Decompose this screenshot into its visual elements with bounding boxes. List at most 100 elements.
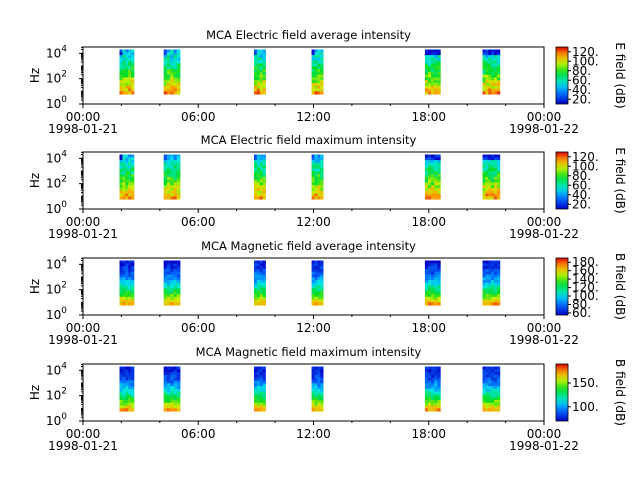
spectrogram-cell — [256, 88, 261, 92]
spectrogram-cell — [485, 57, 489, 62]
spectrogram-cell — [259, 280, 263, 284]
spectrogram-cell — [485, 157, 489, 161]
spectrogram-cell — [482, 60, 486, 64]
spectrogram-cell — [122, 291, 126, 295]
spectrogram-cell — [166, 399, 171, 404]
spectrogram-cell — [314, 372, 318, 376]
spectrogram-cell — [259, 176, 263, 181]
spectrogram-cell — [128, 77, 132, 81]
spectrogram-cell — [424, 263, 429, 267]
spectrogram-cell — [496, 154, 501, 158]
spectrogram-cell — [482, 160, 486, 164]
spectrogram-cell — [122, 285, 126, 289]
spectrogram-cell — [119, 288, 123, 292]
spectrogram-cell — [256, 49, 261, 53]
spectrogram-cell — [122, 274, 126, 278]
spectrogram-cell — [259, 402, 263, 406]
spectrogram-cell — [259, 388, 263, 393]
spectrogram-cell — [163, 302, 168, 306]
spectrogram-cell — [496, 296, 501, 300]
spectrogram-cell — [314, 391, 318, 395]
spectrogram-cell — [437, 285, 441, 289]
spectrogram-cell — [491, 196, 495, 200]
spectrogram-cell — [119, 388, 123, 393]
spectrogram-cell — [424, 88, 429, 92]
spectrogram-cell — [262, 185, 266, 189]
spectrogram-cell — [485, 268, 489, 273]
spectrogram-cell — [259, 80, 263, 84]
spectrogram-cell — [131, 280, 135, 284]
spectrogram-cell — [128, 285, 132, 289]
spectrogram-cell — [173, 288, 178, 292]
spectrogram-cell — [125, 285, 129, 289]
spectrogram-cell — [424, 391, 429, 395]
spectrogram-cell — [424, 288, 429, 292]
spectrogram-cell — [122, 179, 126, 183]
spectrogram-cell — [262, 160, 266, 164]
data-segment — [482, 154, 501, 200]
spectrogram-cell — [314, 374, 318, 379]
colorbar-tick-label: 100. — [572, 400, 599, 414]
spectrogram-cell — [125, 154, 129, 158]
spectrogram-cell — [128, 291, 132, 295]
spectrogram-cell — [431, 165, 435, 169]
spectrogram-cell — [320, 74, 324, 78]
spectrogram-cell — [163, 171, 168, 175]
spectrogram-cell — [122, 388, 126, 393]
spectrogram-cell — [488, 374, 492, 379]
spectrogram-cell — [320, 174, 324, 178]
spectrogram-cell — [119, 187, 123, 192]
spectrogram-cell — [491, 271, 495, 275]
spectrogram-cell — [176, 69, 181, 73]
spectrogram-cell — [437, 49, 441, 53]
spectrogram-cell — [488, 74, 492, 78]
spectrogram-cell — [424, 82, 429, 87]
spectrogram-cell — [314, 71, 318, 76]
spectrogram-cell — [259, 268, 263, 273]
spectrogram-cell — [125, 63, 129, 67]
spectrogram-cell — [119, 80, 123, 84]
spectrogram-cell — [166, 263, 171, 267]
spectrogram-cell — [128, 408, 132, 412]
spectrogram-cell — [320, 285, 324, 289]
spectrogram-cell — [163, 190, 168, 194]
data-segment — [253, 366, 266, 412]
spectrogram-cell — [173, 91, 178, 95]
spectrogram-cell — [131, 388, 135, 393]
spectrogram-cell — [256, 193, 261, 197]
spectrogram-cell — [314, 157, 318, 161]
colorbar-label: E field (dB) — [613, 42, 627, 108]
spectrogram-cell — [494, 60, 498, 64]
spectrogram-cell — [434, 85, 438, 89]
spectrogram-cell — [320, 268, 324, 273]
y-tick-exponent: 2 — [61, 175, 67, 185]
spectrogram-cell — [119, 394, 123, 398]
spectrogram-cell — [253, 49, 258, 53]
spectrogram-cell — [131, 182, 135, 186]
spectrogram-cell — [311, 288, 315, 292]
spectrogram-cell — [119, 280, 123, 284]
y-axis-label: Hz — [28, 68, 42, 83]
spectrogram-cell — [437, 182, 441, 186]
spectrogram-cell — [494, 176, 498, 181]
x-tick-label: 18:00 — [411, 321, 446, 335]
spectrogram-cell — [431, 271, 435, 275]
spectrogram-cell — [311, 190, 315, 194]
spectrogram-cell — [173, 160, 178, 164]
spectrogram-cell — [256, 196, 261, 200]
spectrogram-cell — [128, 377, 132, 381]
spectrogram-cell — [125, 60, 129, 64]
spectrogram-cell — [485, 260, 489, 264]
spectrogram-cell — [311, 291, 315, 295]
spectrogram-cell — [131, 85, 135, 89]
spectrogram-cell — [431, 377, 435, 381]
spectrogram-cell — [122, 91, 126, 95]
spectrogram-cell — [259, 302, 263, 306]
spectrogram-cell — [163, 380, 168, 384]
spectrogram-cell — [131, 277, 135, 281]
spectrogram-cell — [262, 263, 266, 267]
spectrogram-cell — [256, 380, 261, 384]
spectrogram-cell — [488, 55, 492, 59]
spectrogram-cell — [320, 291, 324, 295]
spectrogram-cell — [496, 263, 501, 267]
